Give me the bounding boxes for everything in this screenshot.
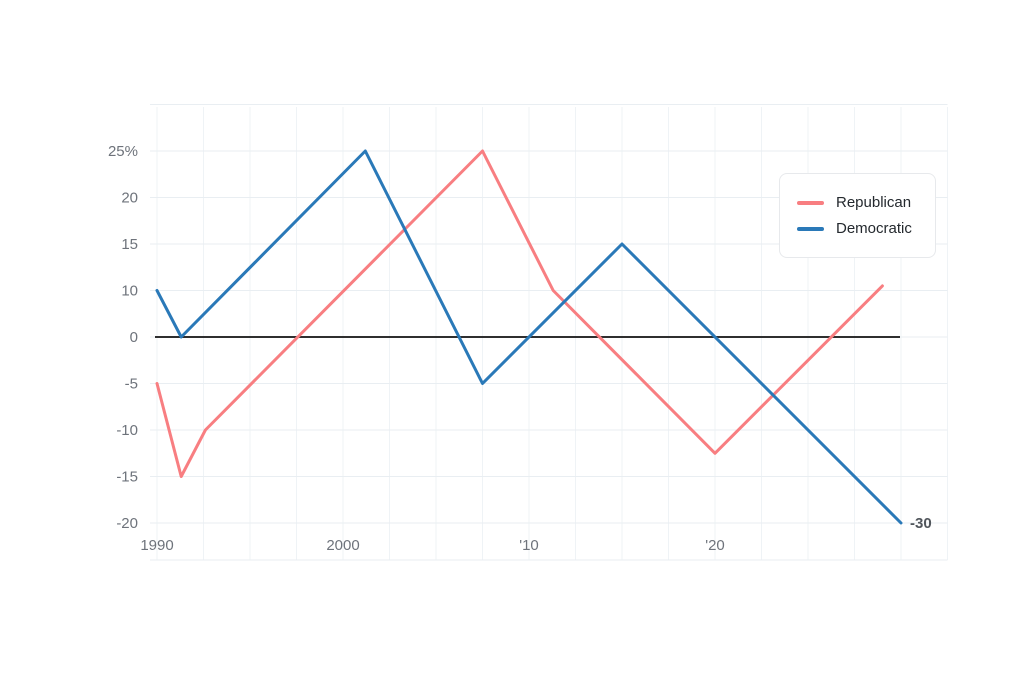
y-axis-tick-label: -20 bbox=[116, 515, 138, 532]
democratic-line-swatch-icon bbox=[797, 226, 824, 231]
legend-label-democratic: Democratic bbox=[836, 220, 912, 237]
democratic-line[interactable] bbox=[155, 149, 903, 525]
y-axis-tick-label: 20 bbox=[121, 190, 138, 207]
x-axis-tick-label: '20 bbox=[705, 537, 725, 554]
republican-line[interactable] bbox=[155, 149, 884, 478]
legend-label-republican: Republican bbox=[836, 194, 912, 211]
series-end-value-label: -30 bbox=[910, 515, 932, 532]
legend-item-democratic[interactable]: Democratic bbox=[797, 221, 935, 236]
x-axis-tick-label: 1990 bbox=[140, 537, 173, 554]
republican-line-swatch-icon bbox=[797, 200, 824, 205]
legend-item-republican[interactable]: Republican bbox=[797, 195, 935, 210]
x-axis-tick-label: 2000 bbox=[326, 537, 359, 554]
y-axis-tick-label: 0 bbox=[130, 329, 138, 346]
y-axis-tick-label: 10 bbox=[121, 283, 138, 300]
y-axis-tick-label: 15 bbox=[121, 236, 138, 253]
y-axis-tick-label: -10 bbox=[116, 422, 138, 439]
legend: Republican Democratic bbox=[779, 173, 936, 258]
y-axis-tick-label: 25% bbox=[108, 143, 138, 160]
y-axis-tick-label: -15 bbox=[116, 469, 138, 486]
y-axis-tick-label: -5 bbox=[125, 376, 138, 393]
x-axis-tick-label: '10 bbox=[519, 537, 539, 554]
